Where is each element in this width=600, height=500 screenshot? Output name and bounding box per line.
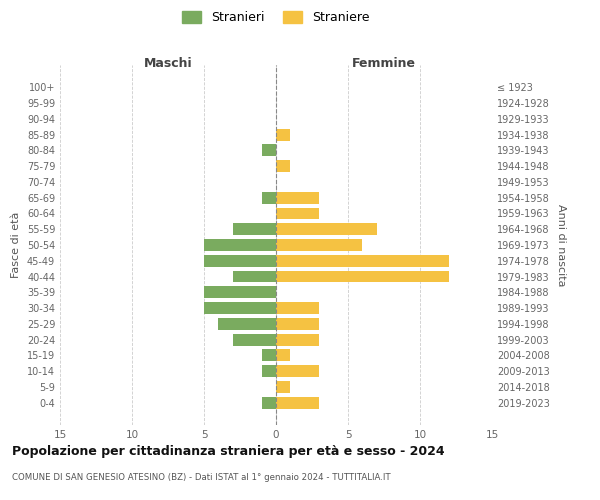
Bar xyxy=(276,270,449,282)
Bar xyxy=(262,192,276,203)
Bar xyxy=(233,270,276,282)
Bar xyxy=(276,160,290,172)
Bar xyxy=(218,318,276,330)
Bar xyxy=(233,334,276,345)
Legend: Stranieri, Straniere: Stranieri, Straniere xyxy=(182,11,370,24)
Y-axis label: Fasce di età: Fasce di età xyxy=(11,212,21,278)
Bar xyxy=(276,302,319,314)
Bar xyxy=(262,397,276,408)
Bar xyxy=(276,334,319,345)
Bar xyxy=(262,350,276,362)
Bar xyxy=(204,286,276,298)
Bar xyxy=(276,192,319,203)
Bar xyxy=(276,366,319,377)
Bar xyxy=(276,397,319,408)
Bar xyxy=(276,318,319,330)
Bar xyxy=(262,366,276,377)
Bar xyxy=(233,224,276,235)
Y-axis label: Anni di nascita: Anni di nascita xyxy=(556,204,566,286)
Bar xyxy=(262,144,276,156)
Bar xyxy=(204,302,276,314)
Bar xyxy=(276,208,319,220)
Text: Maschi: Maschi xyxy=(143,57,193,70)
Bar xyxy=(204,239,276,251)
Bar xyxy=(276,224,377,235)
Text: Femmine: Femmine xyxy=(352,57,416,70)
Bar xyxy=(276,128,290,140)
Text: Popolazione per cittadinanza straniera per età e sesso - 2024: Popolazione per cittadinanza straniera p… xyxy=(12,445,445,458)
Bar xyxy=(204,255,276,266)
Bar xyxy=(276,350,290,362)
Bar xyxy=(276,239,362,251)
Text: COMUNE DI SAN GENESIO ATESINO (BZ) - Dati ISTAT al 1° gennaio 2024 - TUTTITALIA.: COMUNE DI SAN GENESIO ATESINO (BZ) - Dat… xyxy=(12,472,391,482)
Bar xyxy=(276,255,449,266)
Bar xyxy=(276,381,290,393)
